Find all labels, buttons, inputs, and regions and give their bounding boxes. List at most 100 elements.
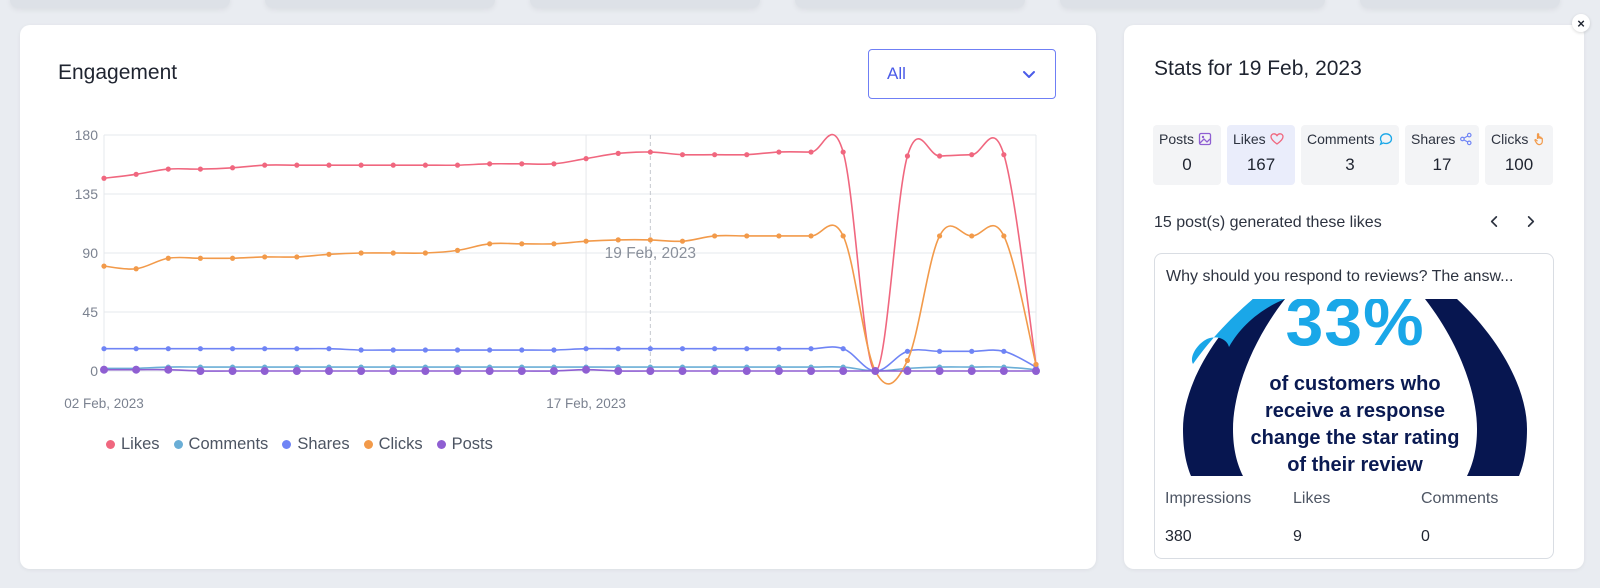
data-point-shares[interactable]: [615, 346, 621, 352]
data-point-posts[interactable]: [421, 367, 430, 375]
engagement-chart[interactable]: 0 45 90 135 180 02 Feb, 2023 17 Feb, 2023 19 Fe…: [20, 25, 1096, 425]
data-point-shares[interactable]: [551, 347, 557, 353]
data-point-posts[interactable]: [164, 365, 173, 374]
data-point-shares[interactable]: [454, 347, 461, 353]
data-point-likes[interactable]: [840, 149, 846, 155]
data-point-shares[interactable]: [808, 346, 814, 352]
data-point-posts[interactable]: [614, 367, 623, 375]
data-point-clicks[interactable]: [936, 233, 943, 239]
data-point-posts[interactable]: [935, 367, 944, 375]
data-point-shares[interactable]: [165, 346, 171, 352]
data-point-clicks[interactable]: [712, 233, 718, 239]
data-point-shares[interactable]: [712, 346, 718, 352]
tile-shares[interactable]: Shares 17: [1405, 125, 1479, 185]
data-point-shares[interactable]: [776, 346, 782, 352]
data-point-shares[interactable]: [229, 346, 236, 352]
data-point-shares[interactable]: [583, 346, 589, 352]
tile-clicks[interactable]: Clicks 100: [1485, 125, 1553, 185]
data-point-likes[interactable]: [583, 156, 589, 162]
tile-likes[interactable]: Likes 167: [1227, 125, 1295, 185]
data-point-clicks[interactable]: [101, 263, 107, 269]
data-point-shares[interactable]: [133, 346, 139, 352]
data-point-posts[interactable]: [132, 365, 141, 374]
data-point-clicks[interactable]: [487, 241, 493, 247]
legend-item-shares[interactable]: Shares: [282, 435, 350, 454]
data-point-posts[interactable]: [839, 367, 848, 375]
data-point-likes[interactable]: [519, 161, 525, 167]
data-point-likes[interactable]: [904, 153, 911, 159]
data-point-likes[interactable]: [551, 161, 557, 167]
data-point-clicks[interactable]: [262, 254, 268, 260]
data-point-clicks[interactable]: [1033, 361, 1039, 368]
legend-item-posts[interactable]: Posts: [436, 435, 493, 454]
engagement-filter-select[interactable]: All: [868, 49, 1056, 99]
data-point-posts[interactable]: [453, 367, 462, 375]
data-point-posts[interactable]: [100, 365, 108, 374]
data-point-likes[interactable]: [326, 162, 332, 168]
data-point-likes[interactable]: [197, 166, 204, 172]
data-point-posts[interactable]: [646, 367, 655, 375]
legend-item-likes[interactable]: Likes: [106, 435, 160, 454]
data-point-likes[interactable]: [744, 152, 750, 158]
data-point-shares[interactable]: [262, 346, 268, 352]
legend-item-clicks[interactable]: Clicks: [363, 435, 423, 454]
data-point-shares[interactable]: [326, 346, 332, 352]
prev-post-button[interactable]: [1484, 211, 1504, 231]
data-point-clicks[interactable]: [551, 241, 557, 247]
data-point-clicks[interactable]: [165, 255, 171, 261]
data-point-clicks[interactable]: [969, 233, 975, 239]
data-point-shares[interactable]: [936, 348, 943, 354]
data-point-shares[interactable]: [422, 347, 428, 353]
series-line-clicks[interactable]: [103, 224, 1037, 385]
data-point-posts[interactable]: [517, 367, 526, 375]
data-point-clicks[interactable]: [229, 255, 236, 261]
data-point-likes[interactable]: [1001, 152, 1007, 158]
data-point-clicks[interactable]: [615, 237, 621, 243]
data-point-clicks[interactable]: [197, 255, 204, 261]
data-point-clicks[interactable]: [583, 238, 589, 244]
data-point-posts[interactable]: [324, 367, 333, 375]
data-point-clicks[interactable]: [326, 251, 332, 257]
data-point-likes[interactable]: [133, 171, 139, 177]
legend-item-comments[interactable]: Comments: [173, 435, 268, 454]
data-point-posts[interactable]: [871, 367, 880, 375]
data-point-clicks[interactable]: [647, 237, 653, 243]
data-point-likes[interactable]: [679, 152, 686, 158]
data-point-clicks[interactable]: [1001, 233, 1007, 239]
data-point-posts[interactable]: [292, 367, 301, 375]
data-point-clicks[interactable]: [840, 233, 846, 239]
data-point-shares[interactable]: [487, 347, 493, 353]
data-point-shares[interactable]: [1001, 348, 1007, 354]
data-point-posts[interactable]: [1032, 367, 1040, 375]
data-point-posts[interactable]: [903, 367, 912, 375]
data-point-posts[interactable]: [742, 367, 751, 375]
data-point-likes[interactable]: [294, 162, 300, 168]
data-point-clicks[interactable]: [390, 250, 396, 256]
data-point-shares[interactable]: [519, 347, 525, 353]
data-point-shares[interactable]: [840, 346, 846, 352]
data-point-shares[interactable]: [390, 347, 396, 353]
data-point-likes[interactable]: [229, 165, 236, 171]
data-point-shares[interactable]: [358, 347, 364, 353]
data-point-likes[interactable]: [647, 149, 653, 155]
data-point-posts[interactable]: [357, 367, 366, 375]
data-point-clicks[interactable]: [776, 233, 782, 239]
data-point-likes[interactable]: [969, 152, 975, 158]
data-point-likes[interactable]: [358, 162, 364, 168]
data-point-posts[interactable]: [389, 367, 398, 375]
tile-posts[interactable]: Posts 0: [1153, 125, 1221, 185]
data-point-clicks[interactable]: [294, 254, 300, 260]
data-point-posts[interactable]: [196, 367, 205, 375]
data-point-clicks[interactable]: [679, 238, 686, 244]
data-point-posts[interactable]: [228, 367, 237, 375]
data-point-likes[interactable]: [262, 162, 268, 168]
data-point-clicks[interactable]: [454, 247, 461, 253]
data-point-likes[interactable]: [776, 149, 782, 155]
next-post-button[interactable]: [1520, 211, 1540, 231]
data-point-clicks[interactable]: [904, 357, 911, 364]
post-card[interactable]: Why should you respond to reviews? The a…: [1154, 253, 1554, 559]
data-point-posts[interactable]: [582, 365, 591, 374]
close-button[interactable]: ×: [1572, 14, 1590, 32]
data-point-posts[interactable]: [710, 367, 719, 375]
data-point-likes[interactable]: [390, 162, 396, 168]
